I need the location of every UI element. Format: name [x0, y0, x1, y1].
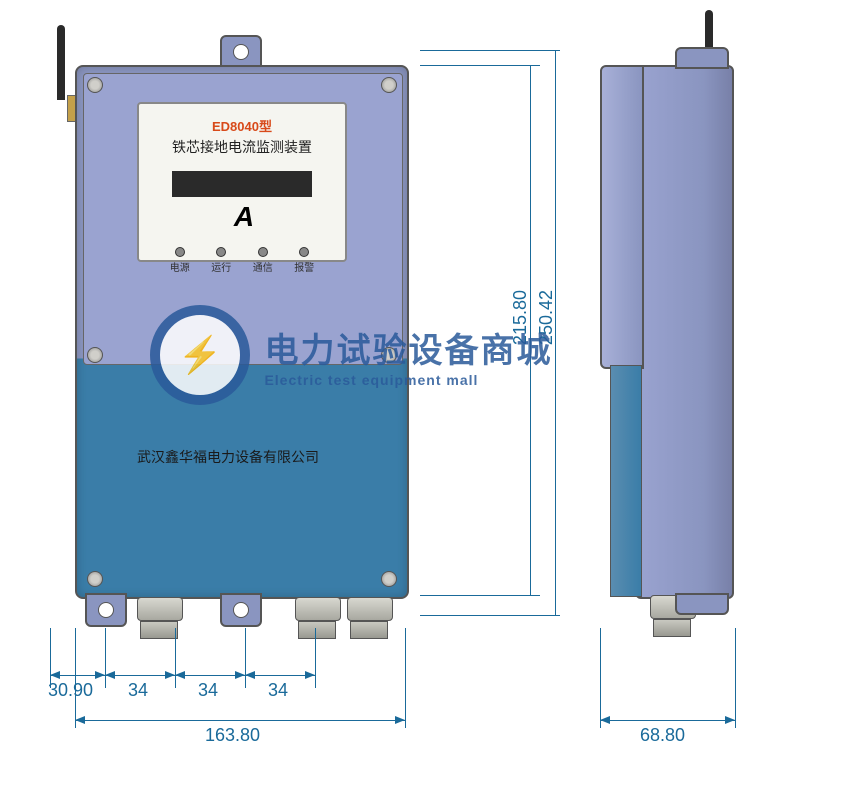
dim-arrow — [395, 716, 405, 724]
device-lid-side — [600, 65, 644, 369]
led-row: 电源 运行 通信 报警 — [151, 247, 333, 274]
mount-tab-bottom — [220, 593, 262, 627]
cable-gland — [347, 597, 391, 635]
ext-line — [420, 615, 560, 616]
device-lower-side — [610, 365, 642, 597]
led-run: 运行 — [211, 247, 231, 274]
screw — [87, 571, 103, 587]
model-label: ED8040型 — [151, 116, 333, 135]
dim-d1: 30.90 — [48, 680, 93, 701]
dim-arrow — [75, 716, 85, 724]
dim-d4: 34 — [268, 680, 288, 701]
mount-hole — [233, 44, 249, 60]
watermark-text: 电力试验设备商城 Electric test equipment mall — [264, 323, 552, 388]
dim-line — [600, 720, 735, 721]
dim-arrow — [50, 671, 60, 679]
dim-width: 163.80 — [205, 725, 260, 746]
company-label: 武汉鑫华福电力设备有限公司 — [137, 447, 319, 467]
drawing-container: ED8040型 铁芯接地电流监测装置 A 电源 运行 通信 报警 武汉鑫华福电力… — [20, 20, 840, 780]
mount-tab-side-top — [675, 47, 729, 69]
dim-arrow — [725, 716, 735, 724]
screw — [87, 77, 103, 93]
ext-line — [735, 628, 736, 728]
dim-depth: 68.80 — [640, 725, 685, 746]
led-comm: 通信 — [253, 247, 273, 274]
ext-line — [420, 65, 540, 66]
dim-line — [75, 720, 405, 721]
cable-gland — [295, 597, 339, 635]
dim-arrow — [245, 671, 255, 679]
ext-line — [175, 628, 176, 688]
dim-d2: 34 — [128, 680, 148, 701]
ext-line — [315, 628, 316, 688]
led-alarm: 报警 — [294, 247, 314, 274]
screw — [87, 347, 103, 363]
dim-arrow — [105, 671, 115, 679]
device-body-side — [635, 65, 734, 599]
ext-line — [105, 628, 106, 688]
mount-tab-top — [220, 35, 262, 69]
ext-line — [50, 628, 51, 688]
watermark: ⚡ 电力试验设备商城 Electric test equipment mall — [150, 305, 552, 405]
dim-arrow — [235, 671, 245, 679]
dim-d3: 34 — [198, 680, 218, 701]
ext-line — [405, 628, 406, 728]
dim-arrow — [600, 716, 610, 724]
watermark-logo: ⚡ — [150, 305, 250, 405]
dim-arrow — [95, 671, 105, 679]
side-view — [600, 65, 730, 595]
dim-arrow — [305, 671, 315, 679]
amp-unit: A — [234, 201, 254, 233]
lcd-display — [172, 171, 312, 197]
mount-tab-bottom — [85, 593, 127, 627]
antenna-rod — [57, 25, 65, 100]
display-panel: ED8040型 铁芯接地电流监测装置 A 电源 运行 通信 报警 — [137, 102, 347, 262]
led-power: 电源 — [170, 247, 190, 274]
dim-arrow — [165, 671, 175, 679]
device-name-label: 铁芯接地电流监测装置 — [151, 137, 333, 157]
watermark-cn: 电力试验设备商城 — [264, 323, 552, 372]
screw — [381, 77, 397, 93]
screw — [381, 571, 397, 587]
bolt-icon: ⚡ — [178, 334, 223, 376]
ext-line — [600, 628, 601, 728]
dim-arrow — [175, 671, 185, 679]
mount-hole — [233, 602, 249, 618]
mount-hole — [98, 602, 114, 618]
watermark-en: Electric test equipment mall — [264, 372, 552, 388]
ext-line — [420, 595, 540, 596]
mount-tab-side-bottom — [675, 593, 729, 615]
ext-line — [420, 50, 560, 51]
ext-line — [245, 628, 246, 688]
ext-line — [75, 628, 76, 728]
